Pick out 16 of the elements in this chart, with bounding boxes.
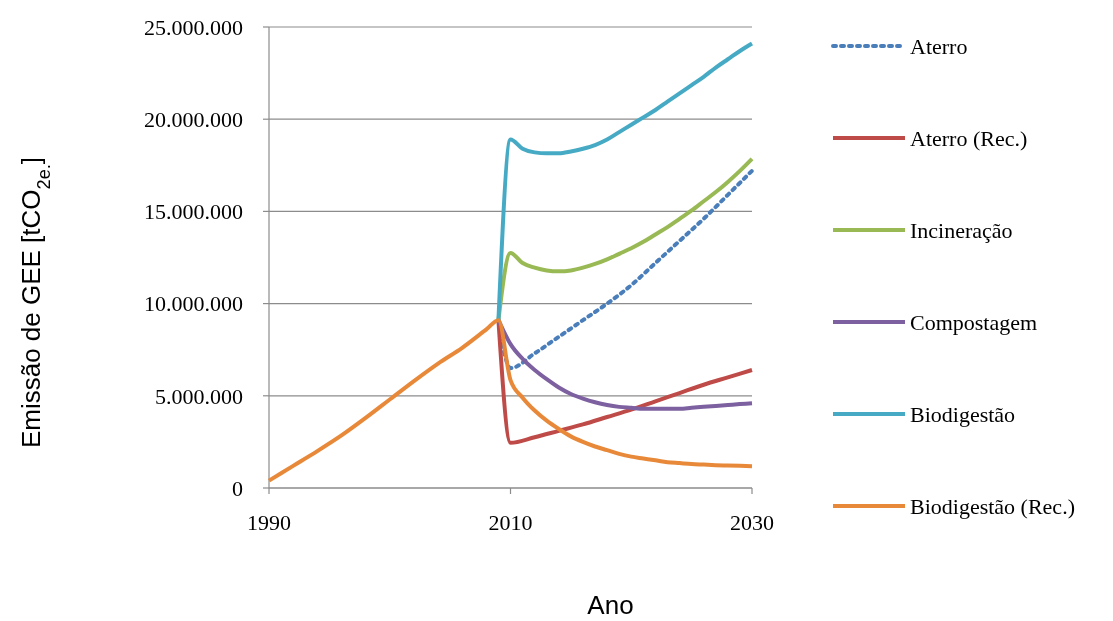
x-tick-label: 2030	[730, 510, 774, 535]
legend-label: Compostagem	[910, 309, 1038, 335]
y-tick-label: 25.000.000	[144, 14, 243, 40]
y-tick-label: 5.000.000	[155, 383, 243, 409]
legend-label: Biodigestão	[910, 401, 1016, 427]
y-tick-label: 20.000.000	[144, 106, 243, 132]
x-axis-title: Ano	[587, 590, 634, 620]
y-tick-label: 0	[232, 475, 243, 501]
legend-label: Aterro	[910, 33, 968, 59]
legend-label: Biodigestão (Rec.)	[910, 493, 1075, 519]
y-tick-label: 10.000.000	[144, 291, 243, 317]
legend-label: Incineração	[910, 217, 1013, 243]
y-tick-label: 15.000.000	[144, 199, 243, 225]
x-tick-label: 2010	[488, 510, 533, 535]
legend-label: Aterro (Rec.)	[910, 125, 1028, 151]
x-tick-label: 1990	[247, 510, 291, 535]
